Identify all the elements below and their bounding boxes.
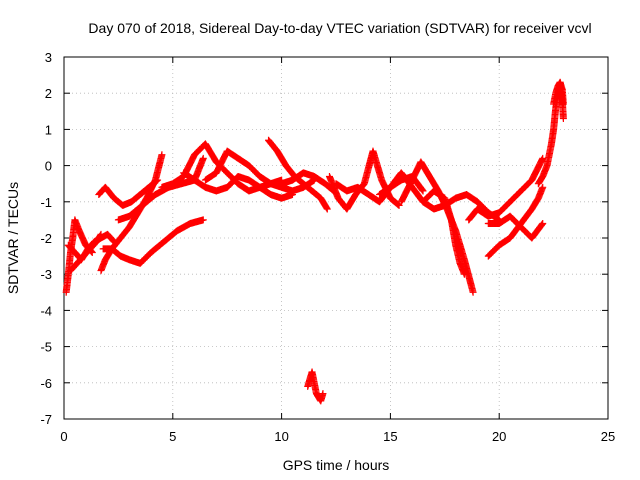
data-point (559, 115, 567, 123)
x-tick-label: 0 (60, 429, 67, 444)
x-tick-label: 25 (601, 429, 615, 444)
grid-lines (64, 57, 608, 419)
data-point (109, 236, 117, 244)
y-tick-label: 0 (45, 159, 52, 174)
data-point (152, 177, 160, 185)
data-point (539, 220, 547, 228)
data-point (96, 231, 104, 239)
y-tick-label: 1 (45, 122, 52, 137)
series-arc-13 (304, 368, 327, 405)
data-point (460, 270, 468, 278)
y-axis-ticks: -7 -6 -5 -4 -3 -2 -1 0 1 2 3 (40, 50, 608, 427)
data-point (469, 288, 477, 296)
series-arc-10 (201, 147, 318, 195)
data-point (154, 176, 162, 184)
data-point (158, 151, 166, 159)
y-tick-label: -1 (40, 195, 52, 210)
chart-title: Day 070 of 2018, Sidereal Day-to-day VTE… (88, 20, 591, 36)
series-arc-14 (325, 147, 403, 213)
x-axis-label: GPS time / hours (283, 457, 390, 473)
data-point (537, 221, 545, 229)
data-point (97, 230, 105, 238)
series-arc-6 (99, 216, 207, 267)
x-tick-label: 10 (274, 429, 288, 444)
data-point (319, 390, 327, 398)
data-point (419, 187, 427, 195)
data-point (539, 183, 547, 191)
x-tick-label: 20 (492, 429, 506, 444)
x-axis-ticks: 0 5 10 15 20 25 (60, 57, 615, 444)
y-axis-label: SDTVAR / TECUs (5, 182, 21, 294)
y-tick-label: -3 (40, 267, 52, 282)
data-point (538, 220, 546, 228)
series-arc-21 (484, 183, 547, 260)
series-arc-18 (419, 187, 468, 278)
y-tick-label: -4 (40, 303, 52, 318)
data-point (395, 201, 403, 209)
y-tick-label: 2 (45, 86, 52, 101)
y-tick-label: 3 (45, 50, 52, 65)
x-tick-label: 15 (383, 429, 397, 444)
x-tick-label: 5 (169, 429, 176, 444)
data-point (153, 177, 161, 185)
series-arc-23 (550, 78, 567, 108)
data-point (199, 154, 207, 162)
data-point (418, 186, 426, 194)
series-arc-19 (465, 154, 547, 224)
data-point (394, 200, 402, 208)
series-arc-3 (67, 230, 105, 275)
data-point (323, 205, 331, 213)
y-tick-label: -5 (40, 340, 52, 355)
y-tick-label: -6 (40, 376, 52, 391)
y-tick-label: -2 (40, 231, 52, 246)
data-point (418, 185, 426, 193)
series-arc-9 (180, 169, 296, 202)
series-arc-20 (484, 212, 547, 242)
series-arc-11 (265, 136, 331, 213)
series-arc-5 (95, 176, 162, 209)
data-point (199, 216, 207, 224)
data-point (559, 100, 567, 108)
y-tick-label: -7 (40, 412, 52, 427)
data-markers (62, 78, 567, 405)
